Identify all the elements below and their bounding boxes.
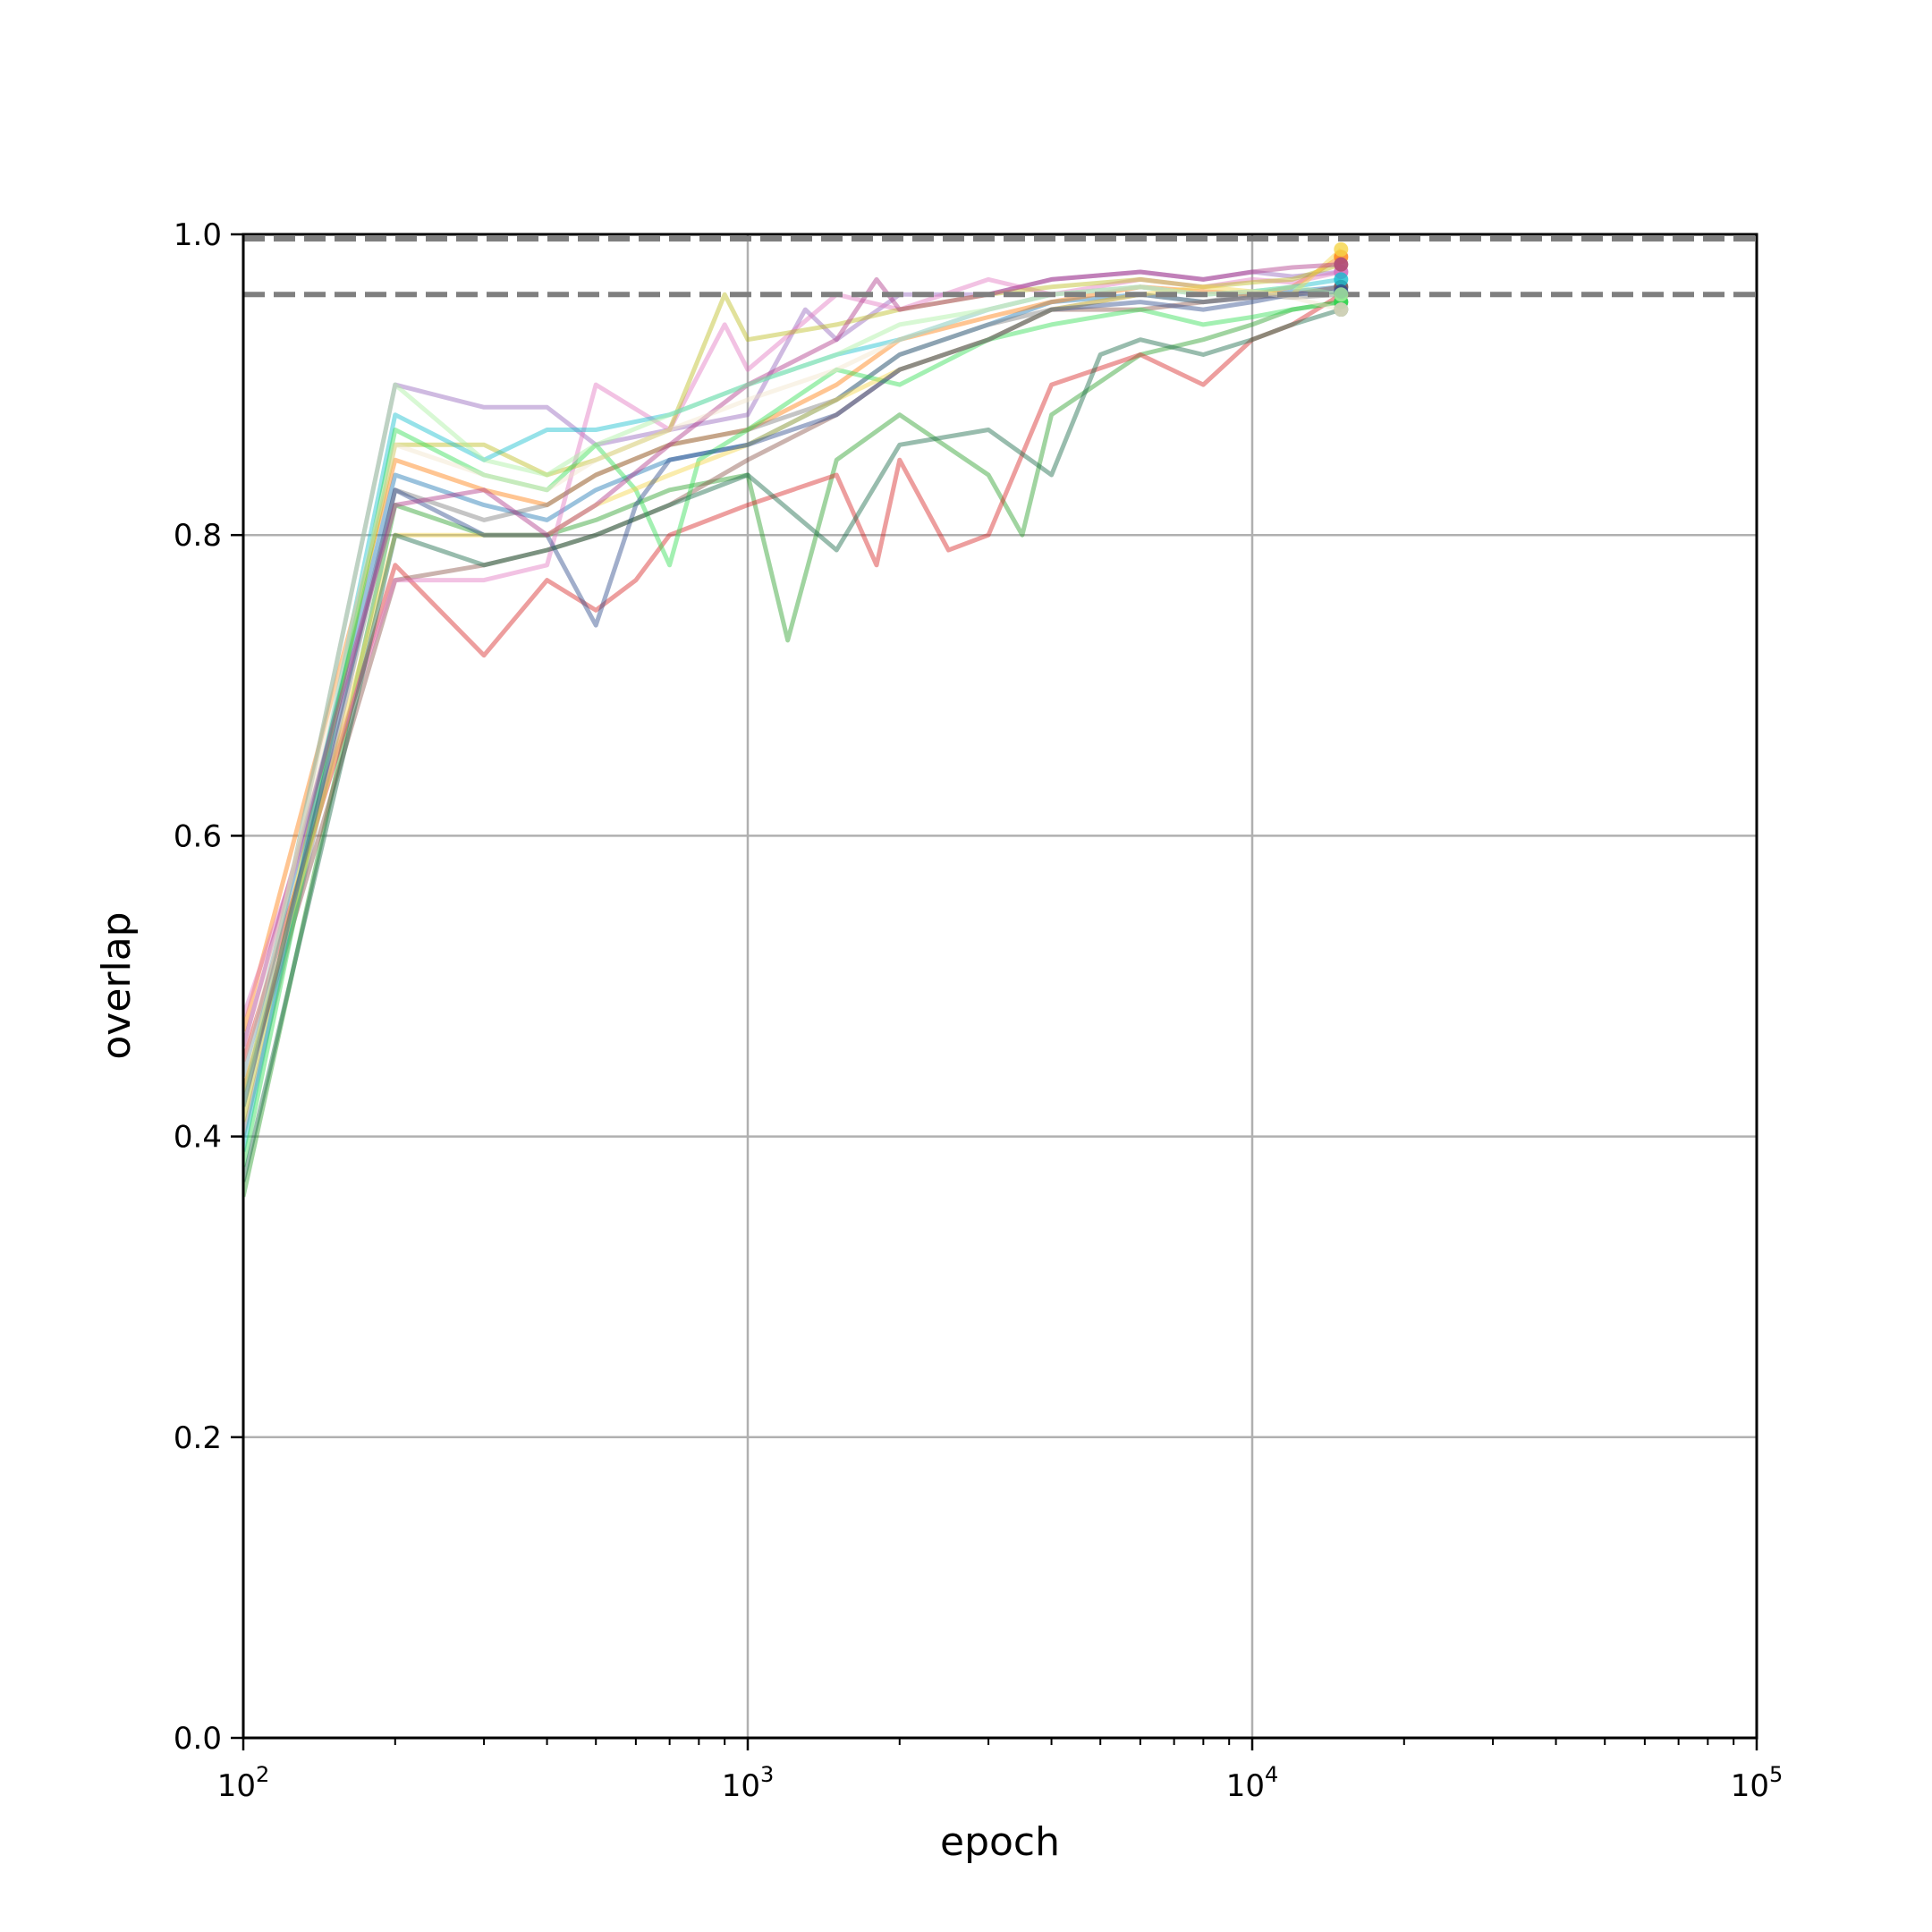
series-line-5	[243, 269, 1342, 1107]
series-end-marker-17	[1334, 302, 1349, 318]
series-line-3	[243, 300, 1342, 1198]
series-end-marker-15	[1334, 257, 1349, 272]
series-end-marker-12	[1334, 242, 1349, 257]
x-tick-label: 102	[217, 1762, 270, 1804]
y-tick-label: 0.4	[174, 1120, 222, 1156]
y-axis-label: overlap	[94, 911, 140, 1059]
y-tick-label: 0.2	[174, 1420, 222, 1456]
series-line-10	[243, 276, 1342, 1152]
series-line-13	[243, 289, 1342, 1107]
series-line-11	[243, 300, 1342, 1167]
y-axis-ticks: 0.0 0.2 0.4 0.6 0.8 1.0	[174, 217, 243, 1757]
series-line-4	[243, 292, 1343, 1063]
y-tick-label: 0.8	[174, 518, 222, 554]
plot-frame	[242, 233, 1758, 1740]
series-line-8	[243, 292, 1342, 1138]
reference-lines	[243, 236, 1757, 298]
end-markers	[1334, 242, 1349, 318]
series-end-marker-10	[1334, 272, 1349, 287]
series-line-12	[243, 247, 1343, 1092]
series-line-9	[243, 262, 1343, 1123]
y-tick-label: 1.0	[174, 217, 222, 253]
series-end-marker-16	[1334, 287, 1349, 302]
series-line-16	[243, 284, 1342, 1107]
series-line-6	[243, 284, 1342, 1092]
x-axis-label: epoch	[940, 1819, 1060, 1865]
series-line-14	[243, 307, 1343, 1182]
x-tick-label: 105	[1731, 1762, 1784, 1804]
y-tick-label: 0.6	[174, 818, 222, 854]
series-line-1	[243, 284, 1342, 1078]
x-tick-label: 104	[1226, 1762, 1279, 1804]
grid	[242, 233, 1758, 1740]
series-lines	[243, 247, 1343, 1198]
x-axis-ticks: 102 103 104 105	[217, 1738, 1784, 1804]
y-tick-label: 0.0	[174, 1721, 222, 1757]
x-tick-label: 103	[722, 1762, 775, 1804]
series-line-15	[243, 262, 1342, 1047]
